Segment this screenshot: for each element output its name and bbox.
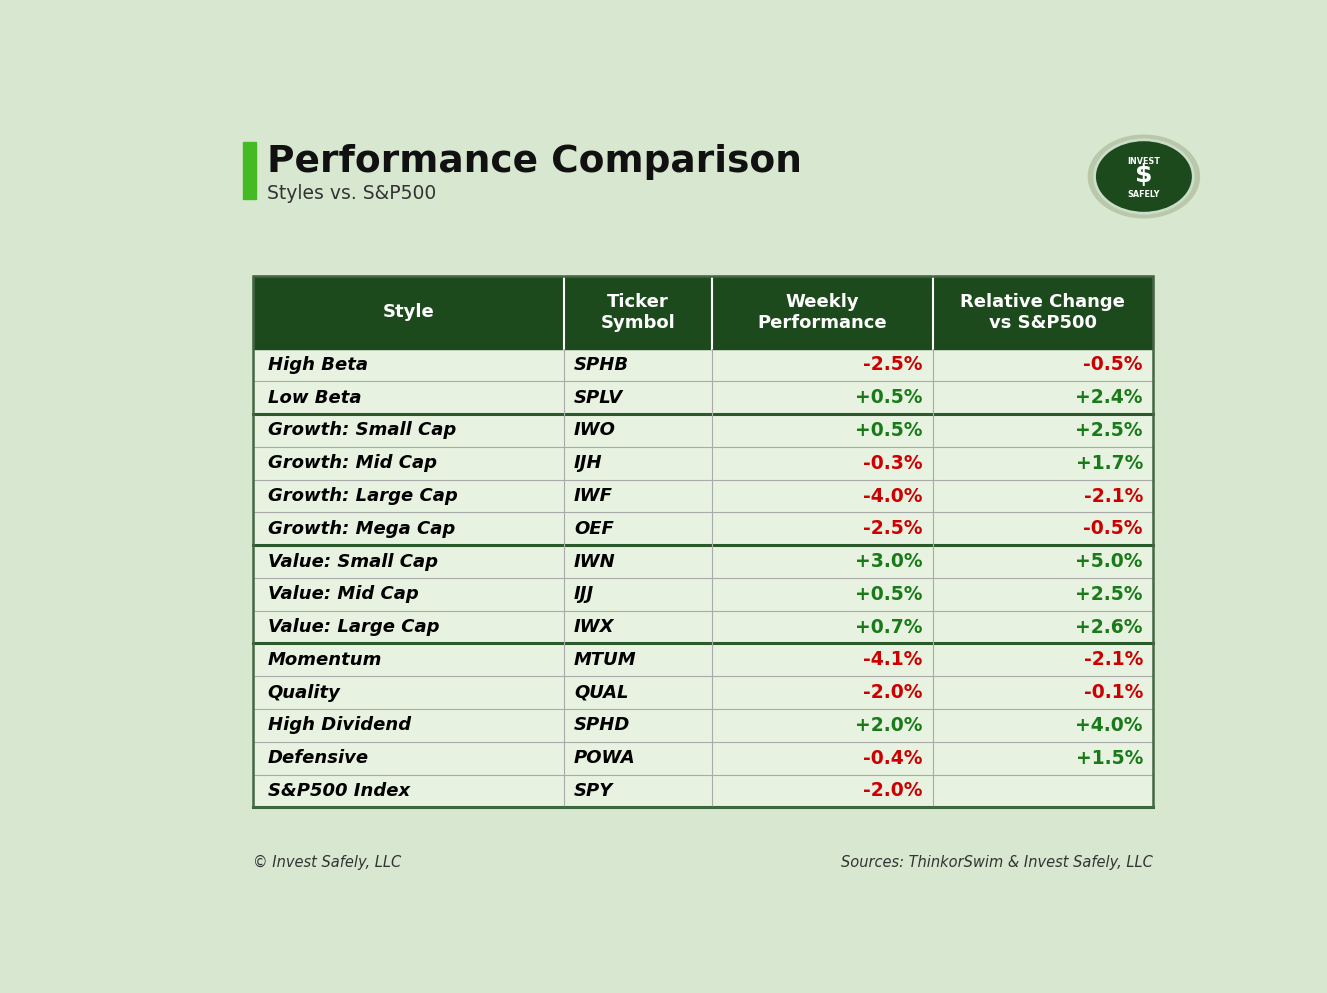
Bar bbox=[253, 545, 1153, 578]
Text: IJJ: IJJ bbox=[575, 585, 594, 604]
Text: Sources: ThinkorSwim & Invest Safely, LLC: Sources: ThinkorSwim & Invest Safely, LL… bbox=[841, 855, 1153, 870]
Text: High Beta: High Beta bbox=[268, 355, 368, 374]
Text: $: $ bbox=[1135, 163, 1153, 187]
Text: High Dividend: High Dividend bbox=[268, 716, 411, 735]
Text: -0.1%: -0.1% bbox=[1084, 683, 1143, 702]
Text: Ticker
Symbol: Ticker Symbol bbox=[601, 293, 675, 332]
Text: IWN: IWN bbox=[575, 552, 616, 571]
Text: OEF: OEF bbox=[575, 519, 614, 538]
Text: S&P500 Index: S&P500 Index bbox=[268, 781, 410, 800]
Bar bbox=[253, 276, 1153, 349]
Text: Styles vs. S&P500: Styles vs. S&P500 bbox=[267, 184, 435, 204]
Text: Growth: Small Cap: Growth: Small Cap bbox=[268, 421, 456, 440]
Bar bbox=[253, 349, 1153, 381]
Text: -2.5%: -2.5% bbox=[863, 355, 922, 374]
Text: SPY: SPY bbox=[575, 781, 613, 800]
Bar bbox=[243, 142, 256, 200]
Text: Performance Comparison: Performance Comparison bbox=[267, 144, 802, 180]
Bar bbox=[253, 414, 1153, 447]
Text: QUAL: QUAL bbox=[575, 683, 629, 702]
Bar bbox=[253, 775, 1153, 807]
Text: IJH: IJH bbox=[575, 454, 602, 473]
Text: +0.7%: +0.7% bbox=[855, 618, 922, 637]
Circle shape bbox=[1095, 140, 1193, 213]
Text: Style: Style bbox=[382, 303, 434, 321]
Text: +3.0%: +3.0% bbox=[855, 552, 922, 571]
Text: -0.5%: -0.5% bbox=[1083, 355, 1143, 374]
Text: MTUM: MTUM bbox=[575, 650, 637, 669]
Text: -2.5%: -2.5% bbox=[863, 519, 922, 538]
Bar bbox=[253, 512, 1153, 545]
Text: +4.0%: +4.0% bbox=[1075, 716, 1143, 735]
Bar bbox=[253, 480, 1153, 512]
Text: -4.0%: -4.0% bbox=[863, 487, 922, 505]
Bar bbox=[253, 643, 1153, 676]
Text: -0.3%: -0.3% bbox=[863, 454, 922, 473]
Text: +2.0%: +2.0% bbox=[855, 716, 922, 735]
Text: +5.0%: +5.0% bbox=[1075, 552, 1143, 571]
Text: +2.5%: +2.5% bbox=[1075, 421, 1143, 440]
Text: +2.4%: +2.4% bbox=[1075, 388, 1143, 407]
Text: -2.1%: -2.1% bbox=[1084, 487, 1143, 505]
Text: +0.5%: +0.5% bbox=[855, 388, 922, 407]
Text: IWX: IWX bbox=[575, 618, 614, 637]
Bar bbox=[253, 381, 1153, 414]
Text: POWA: POWA bbox=[575, 749, 636, 768]
Text: Defensive: Defensive bbox=[268, 749, 369, 768]
Text: Relative Change
vs S&P500: Relative Change vs S&P500 bbox=[961, 293, 1125, 332]
Text: Growth: Mid Cap: Growth: Mid Cap bbox=[268, 454, 437, 473]
Text: Value: Small Cap: Value: Small Cap bbox=[268, 552, 438, 571]
Text: SPHD: SPHD bbox=[575, 716, 630, 735]
Bar bbox=[253, 611, 1153, 643]
Text: Value: Large Cap: Value: Large Cap bbox=[268, 618, 439, 637]
Text: +2.5%: +2.5% bbox=[1075, 585, 1143, 604]
Text: SPHB: SPHB bbox=[575, 355, 629, 374]
Bar bbox=[253, 709, 1153, 742]
Text: -0.5%: -0.5% bbox=[1083, 519, 1143, 538]
Text: -2.1%: -2.1% bbox=[1084, 650, 1143, 669]
Text: © Invest Safely, LLC: © Invest Safely, LLC bbox=[253, 855, 402, 870]
Text: -0.4%: -0.4% bbox=[863, 749, 922, 768]
Text: Quality: Quality bbox=[268, 683, 341, 702]
Bar bbox=[253, 742, 1153, 775]
Text: Value: Mid Cap: Value: Mid Cap bbox=[268, 585, 418, 604]
Text: IWO: IWO bbox=[575, 421, 616, 440]
Text: Growth: Mega Cap: Growth: Mega Cap bbox=[268, 519, 455, 538]
Bar bbox=[253, 578, 1153, 611]
Text: SAFELY: SAFELY bbox=[1128, 191, 1160, 200]
Circle shape bbox=[1088, 135, 1200, 217]
Text: Momentum: Momentum bbox=[268, 650, 382, 669]
Text: +1.5%: +1.5% bbox=[1075, 749, 1143, 768]
Text: +0.5%: +0.5% bbox=[855, 585, 922, 604]
Bar bbox=[253, 676, 1153, 709]
Text: +2.6%: +2.6% bbox=[1075, 618, 1143, 637]
Text: -4.1%: -4.1% bbox=[863, 650, 922, 669]
Text: +0.5%: +0.5% bbox=[855, 421, 922, 440]
Text: INVEST: INVEST bbox=[1128, 157, 1160, 166]
Bar bbox=[253, 276, 1153, 807]
Bar bbox=[253, 447, 1153, 480]
Text: Low Beta: Low Beta bbox=[268, 388, 361, 407]
Text: Weekly
Performance: Weekly Performance bbox=[758, 293, 888, 332]
Text: IWF: IWF bbox=[575, 487, 613, 505]
Text: +1.7%: +1.7% bbox=[1075, 454, 1143, 473]
Text: Growth: Large Cap: Growth: Large Cap bbox=[268, 487, 458, 505]
Text: -2.0%: -2.0% bbox=[863, 683, 922, 702]
Text: -2.0%: -2.0% bbox=[863, 781, 922, 800]
Text: SPLV: SPLV bbox=[575, 388, 624, 407]
